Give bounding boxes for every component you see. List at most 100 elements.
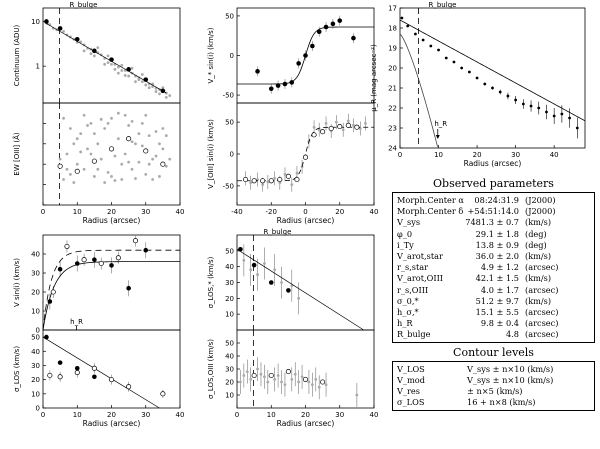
contour-box: V_LOS V_sys ± n×10 (km/s) V_mod V_sys ± n×1… [392, 361, 595, 412]
data-point-open [268, 372, 274, 379]
y-axis-label: Continuum (ADU) [13, 25, 21, 87]
data-point-gray [116, 137, 120, 141]
data-point-gray [110, 116, 113, 120]
y-tick-label: 10 [225, 392, 234, 400]
data-point-gray [123, 113, 127, 117]
data-point-gray [82, 113, 86, 117]
data-point [552, 114, 556, 118]
data-point-gray [283, 173, 287, 176]
data-point-gray [290, 378, 294, 381]
data-point-gray [103, 181, 107, 184]
observed-row: r_s,OIII 4.0 ± 1.7 (arcsec) [397, 285, 590, 296]
data-point [498, 90, 502, 94]
y-tick-label: 50 [31, 334, 40, 342]
x-tick-label: 30 [511, 151, 520, 159]
data-point-open [74, 168, 80, 174]
contour-row: σ_LOS 16 + n×8 (km/s) [397, 397, 590, 408]
model-line [46, 23, 167, 94]
data-point-open [328, 125, 334, 132]
y-tick-label: 20 [31, 289, 40, 297]
data-point-gray [164, 164, 168, 168]
data-point-gray [263, 262, 266, 265]
data-point-gray [317, 385, 321, 389]
data-point-open [260, 178, 266, 184]
data-point-gray [75, 162, 79, 166]
data-point-open [108, 146, 115, 152]
observed-value: 4.0 ± 1.7 [480, 284, 519, 295]
observed-value: 29.1 ± 1.8 [475, 228, 519, 239]
observed-unit: (arcsec) [525, 318, 559, 329]
data-point-gray [123, 74, 127, 77]
data-point-gray [358, 127, 362, 130]
data-point-gray [317, 128, 321, 132]
data-point [491, 86, 494, 90]
data-point-gray [86, 147, 89, 151]
y-axis-label: σ_LOS,* (km/s) [207, 256, 215, 308]
data-point [296, 61, 301, 66]
observed-value: 15.1 ± 5.5 [475, 306, 519, 317]
data-point-open [311, 132, 317, 138]
data-point-gray [130, 119, 134, 123]
data-point-gray [144, 173, 148, 176]
data-point-open [337, 124, 343, 130]
observed-value: 36.0 ± 2.0 [475, 250, 519, 261]
data-point-gray [110, 62, 113, 66]
data-point [421, 38, 425, 42]
data-point [545, 110, 548, 114]
observed-row: V_arot,star 36.0 ± 2.0 (km/s) [397, 251, 590, 262]
data-point-gray [113, 154, 117, 158]
data-point [521, 102, 525, 106]
data-point-gray [263, 375, 266, 379]
data-point-open [98, 260, 104, 267]
data-point-gray [96, 167, 100, 171]
x-axis-label: Radius (arcsec) [464, 159, 522, 168]
y-tick-label: 1 [36, 63, 40, 71]
data-point-gray [72, 181, 76, 184]
data-point-gray [123, 152, 127, 156]
observed-name: h_R [397, 318, 413, 329]
observed-unit: (deg) [525, 228, 547, 239]
model-curve-star [42, 261, 181, 331]
data-point-gray [127, 124, 131, 127]
y-tick-label: 30 [225, 279, 234, 287]
model-line [236, 248, 364, 331]
data-point-gray [92, 175, 96, 178]
y-tick-label: 24 [388, 145, 397, 153]
observed-row: Morph.Center α 08:24:31.9 (J2000) [397, 195, 590, 206]
data-point-open [345, 122, 351, 128]
data-point-gray [273, 268, 277, 272]
x-tick-label: 40 [176, 208, 185, 216]
data-point-gray [256, 367, 259, 371]
observed-unit: (km/s) [525, 250, 552, 261]
data-point-gray [242, 374, 246, 377]
observed-unit: (J2000) [525, 195, 556, 205]
observed-value: 4.8 [505, 329, 519, 340]
data-point-gray [79, 132, 83, 136]
data-point-gray [355, 393, 359, 397]
data-point-open [294, 176, 300, 183]
data-point-gray [297, 380, 301, 384]
observed-name: Morph.Center α [397, 195, 464, 205]
y-axis-label: σ_LOS,OIII (km/s) [207, 339, 215, 399]
plot-frame [236, 102, 375, 206]
y-tick-label: 20 [388, 65, 397, 73]
data-point-gray [300, 375, 304, 379]
x-tick-label: 0 [303, 208, 307, 216]
data-point-gray [341, 128, 345, 132]
x-tick-label: 20 [107, 411, 116, 419]
data-point [303, 53, 308, 58]
observed-name: i_Ty [397, 239, 414, 250]
data-point-gray [249, 268, 253, 272]
data-point-gray [113, 179, 117, 182]
data-point-open [74, 369, 80, 376]
observed-row: V_sys 7481.3 ± 0.7 (km/s) [397, 217, 590, 228]
y-tick-label: 10 [31, 390, 40, 398]
observed-title: Observed parameters [433, 177, 554, 190]
observed-box: Morph.Center α 08:24:31.9 (J2000) Morph.Cen… [392, 192, 595, 344]
model-line [42, 336, 160, 409]
observed-name: V_sys [397, 217, 421, 228]
hr-arrowhead [435, 135, 440, 139]
x-tick-label: 0 [41, 411, 45, 419]
observed-name: Morph.Center δ [397, 206, 464, 217]
